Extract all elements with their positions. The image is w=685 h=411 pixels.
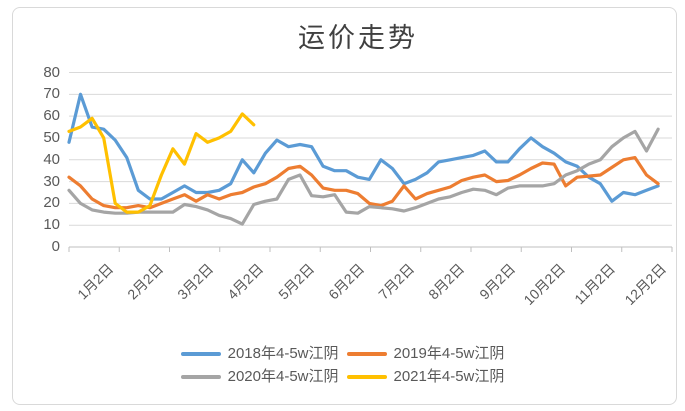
- y-axis-label: 20: [43, 194, 60, 212]
- series-line-2020年4-5w江阴: [67, 127, 660, 226]
- series-line-2021年4-5w江阴: [67, 112, 256, 214]
- legend-item-2018年4-5w江阴: 2018年4-5w江阴: [180, 344, 339, 364]
- legend-label: 2019年4-5w江阴: [393, 345, 505, 362]
- y-axis-label: 40: [43, 150, 60, 168]
- y-axis-label: 60: [43, 107, 60, 125]
- legend-line-marker: [180, 352, 221, 356]
- legend-row: 2018年4-5w江阴 2019年4-5w江阴: [180, 344, 505, 364]
- y-axis-label: 0: [51, 238, 60, 255]
- legend-item-2019年4-5w江阴: 2019年4-5w江阴: [346, 344, 505, 364]
- series-line-2019年4-5w江阴: [67, 156, 660, 210]
- legend-line-marker: [346, 352, 387, 356]
- y-axis-label: 70: [43, 85, 60, 103]
- legend-label: 2018年4-5w江阴: [227, 345, 339, 362]
- chart-area[interactable]: [12, 7, 677, 405]
- y-axis-label: 30: [43, 172, 60, 190]
- legend-label: 2020年4-5w江阴: [227, 368, 339, 385]
- y-axis-label: 80: [43, 63, 60, 81]
- legend-line-marker: [180, 375, 221, 379]
- legend-item-2020年4-5w江阴: 2020年4-5w江阴: [180, 367, 339, 387]
- y-axis-label: 50: [43, 128, 60, 146]
- legend: 2018年4-5w江阴 2019年4-5w江阴 2020年4-5w江阴 2021年4-…: [0, 344, 685, 387]
- chart-title: 运价走势: [298, 23, 418, 53]
- series-line-2018年4-5w江阴: [67, 92, 660, 203]
- legend-line-marker: [346, 375, 387, 379]
- y-axis-label: 10: [43, 216, 60, 234]
- legend-row: 2020年4-5w江阴 2021年4-5w江阴: [180, 367, 505, 387]
- legend-item-2021年4-5w江阴: 2021年4-5w江阴: [346, 367, 505, 387]
- legend-label: 2021年4-5w江阴: [393, 368, 505, 385]
